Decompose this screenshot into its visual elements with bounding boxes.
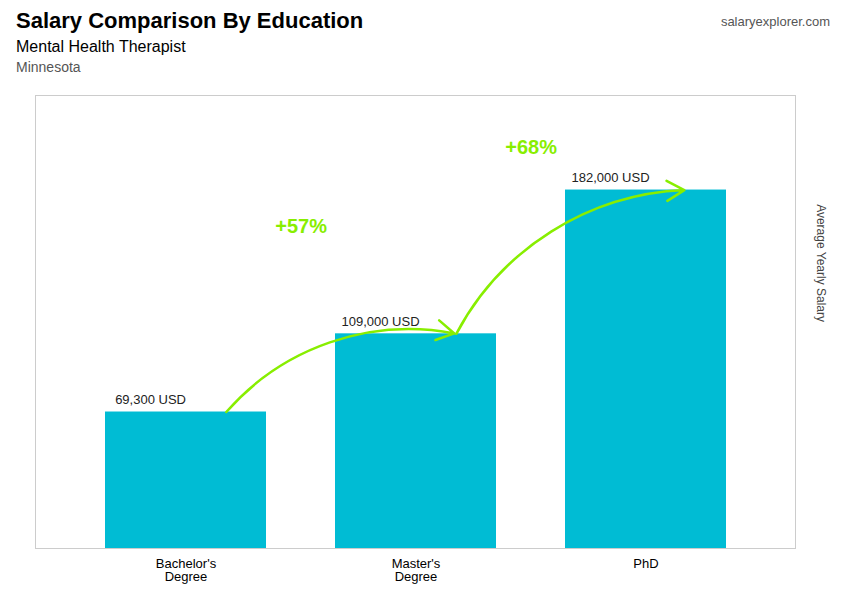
svg-text:+68%: +68%	[505, 136, 557, 158]
html-text:Salary Comparison By Education: Salary Comparison By Education	[16, 8, 364, 33]
svg-text:Bachelor'sDegree: Bachelor'sDegree	[156, 556, 217, 584]
svg-text:69,300 USD: 69,300 USD	[115, 392, 186, 407]
svg-text:+57%: +57%	[275, 215, 327, 237]
svg-text:182,000 USD: 182,000 USD	[572, 170, 650, 185]
html-text:Mental Health Therapist: Mental Health Therapist	[16, 38, 186, 55]
html-text:Minnesota: Minnesota	[16, 59, 81, 75]
svg-text:Average Yearly Salary: Average Yearly Salary	[814, 204, 828, 322]
svg-text:Master'sDegree: Master'sDegree	[392, 556, 441, 584]
svg-text:PhD: PhD	[633, 556, 658, 571]
html-text:salaryexplorer.com: salaryexplorer.com	[720, 14, 830, 29]
svg-text:109,000 USD: 109,000 USD	[342, 314, 420, 329]
